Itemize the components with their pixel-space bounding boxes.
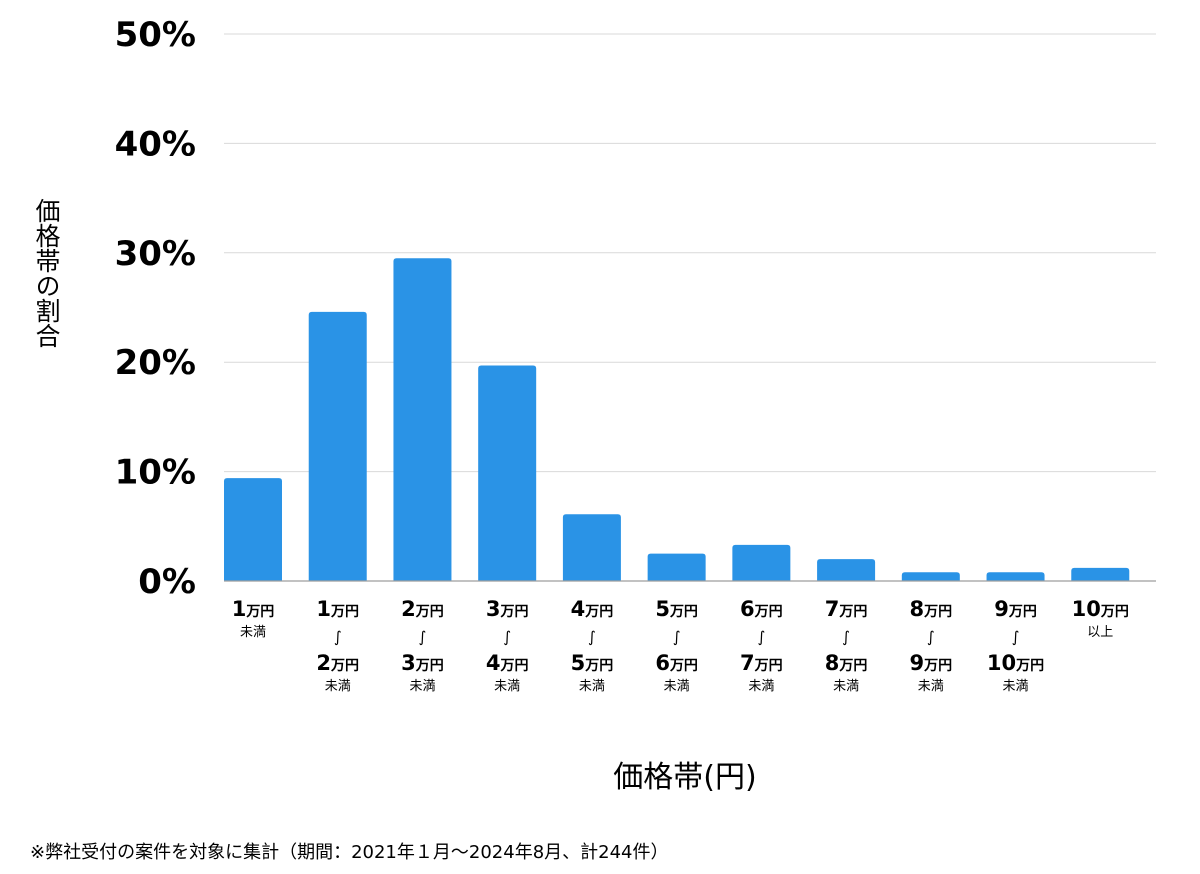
bar <box>308 311 367 581</box>
footnote: ※弊社受付の案件を対象に集計（期間：2021年１月〜2024年8月、計244件） <box>30 842 669 863</box>
x-axis-ticks: 1万円未満1万円∫2万円未満2万円∫3万円未満3万円∫4万円未満4万円∫5万円未… <box>232 597 1129 694</box>
x-tick-note: 未満 <box>748 679 774 694</box>
x-tick-separator: ∫ <box>927 628 935 646</box>
x-tick-note: 未満 <box>833 679 859 694</box>
y-tick-label: 40% <box>115 124 196 164</box>
bar <box>224 478 282 581</box>
x-tick-separator: ∫ <box>842 628 850 646</box>
x-tick-separator: ∫ <box>503 628 511 646</box>
bar <box>647 553 706 581</box>
x-tick-separator: ∫ <box>334 628 342 646</box>
x-tick-from: 5万円 <box>655 597 698 621</box>
x-tick-from: 7万円 <box>825 597 868 621</box>
x-tick-note: 未満 <box>494 679 520 694</box>
x-tick-separator: ∫ <box>673 628 681 646</box>
y-axis-ticks: 0% 10% 20% 30% 40% 50% <box>115 15 196 602</box>
x-tick-from: 6万円 <box>740 597 783 621</box>
bar <box>478 365 537 581</box>
x-tick-note: 未満 <box>664 679 690 694</box>
bar <box>562 514 621 581</box>
x-tick-to: 7万円 <box>740 651 783 675</box>
y-axis-label: 価格帯の割合 <box>32 198 61 348</box>
y-tick-label: 50% <box>115 15 196 55</box>
x-tick-to: 9万円 <box>910 651 953 675</box>
x-tick-note: 未満 <box>409 679 435 694</box>
x-tick-note: 未満 <box>325 679 351 694</box>
bar <box>1071 567 1130 581</box>
x-tick-note: 未満 <box>579 679 605 694</box>
bars <box>224 258 1130 581</box>
x-tick-separator: ∫ <box>419 628 427 646</box>
y-tick-label: 20% <box>115 343 196 383</box>
x-axis-label: 価格帯(円) <box>613 760 757 795</box>
x-tick-to: 6万円 <box>655 651 698 675</box>
x-tick-to: 8万円 <box>825 651 868 675</box>
x-tick-from: 8万円 <box>910 597 953 621</box>
x-tick-separator: ∫ <box>757 628 765 646</box>
bar <box>817 559 876 581</box>
x-tick-note: 以上 <box>1087 625 1113 640</box>
x-tick-from: 10万円 <box>1072 597 1129 621</box>
bar <box>393 258 452 581</box>
x-tick-from: 1万円 <box>232 597 275 621</box>
bar <box>732 544 791 581</box>
x-tick-separator: ∫ <box>588 628 596 646</box>
x-tick-to: 10万円 <box>987 651 1044 675</box>
x-tick-note: 未満 <box>240 625 266 640</box>
y-tick-label: 0% <box>138 562 196 602</box>
x-tick-to: 2万円 <box>316 651 359 675</box>
x-tick-separator: ∫ <box>1012 628 1020 646</box>
bar <box>901 572 960 581</box>
grid-lines <box>224 33 1156 473</box>
x-tick-from: 9万円 <box>994 597 1037 621</box>
x-tick-from: 2万円 <box>401 597 444 621</box>
bar <box>986 572 1045 581</box>
x-tick-to: 5万円 <box>571 651 614 675</box>
x-tick-from: 3万円 <box>486 597 529 621</box>
x-tick-from: 1万円 <box>316 597 359 621</box>
y-tick-label: 10% <box>115 453 196 493</box>
x-tick-from: 4万円 <box>571 597 614 621</box>
x-tick-to: 4万円 <box>486 651 529 675</box>
x-tick-note: 未満 <box>1003 679 1029 694</box>
y-tick-label: 30% <box>115 234 196 274</box>
x-tick-to: 3万円 <box>401 651 444 675</box>
x-tick-note: 未満 <box>918 679 944 694</box>
